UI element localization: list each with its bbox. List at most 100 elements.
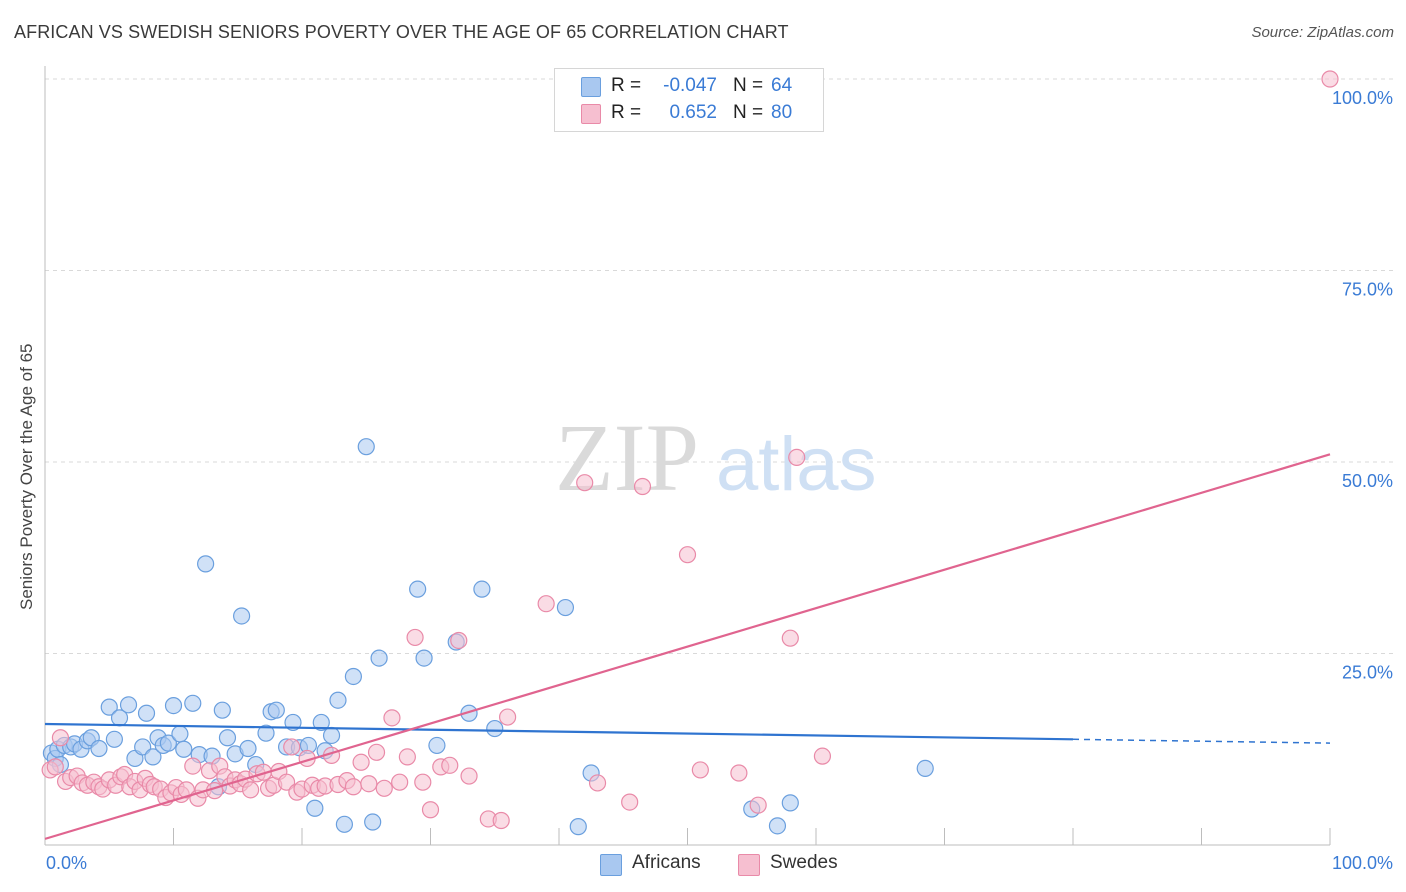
swede-point [588, 774, 607, 792]
watermark: ZIP atlas [555, 404, 877, 511]
africans-n-label: N = [733, 75, 764, 96]
swedes-swatch [581, 104, 601, 124]
swede-point [360, 775, 378, 793]
axis-layer [44, 66, 1331, 846]
african-point [322, 726, 341, 745]
grid-layer [45, 78, 1395, 654]
african-point [239, 739, 257, 758]
africans-n-value: 64 [771, 75, 793, 96]
swedes-trend-line [44, 453, 1331, 840]
swede-point [46, 758, 64, 776]
swede-point [383, 709, 401, 727]
african-point [90, 739, 108, 758]
chart-title: AFRICAN VS SWEDISH SENIORS POVERTY OVER … [14, 22, 789, 42]
africans-trend-line [44, 722, 1074, 741]
swede-point [283, 738, 301, 756]
tick-label-layer: 25.0% 50.0% 75.0% 100.0% 0.0% 100.0% [46, 88, 1393, 873]
swedes-legend-swatch [738, 854, 760, 876]
swedes-r-value: 0.652 [669, 102, 717, 123]
y-tick-label: 25.0% [1342, 663, 1393, 683]
africans-legend-label: Africans [632, 852, 701, 873]
swede-point [242, 781, 260, 799]
watermark-zip: ZIP [555, 404, 699, 511]
swede-point [499, 708, 517, 726]
african-point [267, 701, 285, 719]
african-point [171, 725, 189, 743]
swede-point [51, 729, 70, 747]
african-point [312, 713, 330, 732]
african-point [233, 607, 251, 625]
african-point [428, 736, 446, 755]
african-point [364, 813, 382, 831]
african-point [486, 719, 504, 738]
swede-point [398, 748, 416, 766]
swede-point [633, 477, 652, 496]
african-point [197, 555, 215, 573]
y-tick-label: 75.0% [1342, 280, 1393, 300]
african-point [284, 713, 302, 732]
y-tick-label: 100.0% [1332, 88, 1393, 108]
african-point [556, 598, 575, 617]
african-point [473, 580, 491, 598]
swede-point [277, 773, 296, 791]
y-tick-label: 50.0% [1342, 471, 1393, 491]
swede-point [184, 757, 202, 775]
african-point [370, 649, 388, 667]
swede-point [414, 773, 432, 791]
swede-point [537, 595, 555, 613]
african-point [257, 724, 275, 742]
swede-point [421, 801, 440, 819]
africans-r-value: -0.047 [663, 75, 717, 96]
african-point [218, 729, 237, 747]
swede-point [788, 448, 806, 467]
x-tick-label-min: 0.0% [46, 853, 87, 873]
african-point [144, 748, 162, 766]
african-point [306, 799, 324, 817]
african-point [357, 438, 375, 456]
swede-point [730, 764, 748, 782]
african-point [164, 696, 183, 715]
swedes-n-value: 80 [771, 102, 793, 123]
africans-r-label: R = [611, 75, 642, 96]
african-point [184, 694, 202, 712]
y-axis-title: Seniors Poverty Over the Age of 65 [17, 343, 36, 610]
african-point [781, 794, 799, 812]
african-point [916, 759, 934, 778]
points-layer [41, 70, 1339, 836]
swede-point [450, 631, 468, 650]
african-point [409, 580, 427, 598]
swedes-n-label: N = [733, 102, 764, 123]
swede-point [813, 747, 832, 765]
swede-point [576, 474, 594, 492]
swede-point [441, 756, 459, 774]
african-point [105, 730, 123, 748]
swede-point [621, 793, 639, 811]
swede-point [177, 781, 195, 799]
x-tick-label-max: 100.0% [1332, 853, 1393, 873]
swede-point [492, 811, 510, 830]
source-label: Source: ZipAtlas.com [1251, 24, 1394, 41]
stats-legend: R = -0.047 N = 64 R = 0.652 N = 80 [554, 68, 824, 132]
african-point [175, 740, 193, 758]
african-point [569, 818, 587, 836]
african-point [344, 667, 362, 686]
african-point [415, 649, 433, 667]
african-point [768, 817, 787, 835]
swede-point [352, 753, 370, 771]
african-point [159, 734, 177, 752]
swede-point [391, 773, 409, 791]
swedes-r-label: R = [611, 102, 642, 123]
africans-trend-extension [1072, 738, 1331, 744]
swede-point [367, 743, 386, 761]
swede-point [406, 628, 424, 647]
swede-point [678, 546, 697, 564]
african-point [213, 701, 231, 719]
african-point [100, 698, 118, 716]
swede-point [749, 796, 767, 814]
swede-point [781, 629, 799, 647]
african-point [335, 815, 354, 833]
swede-point [344, 778, 362, 796]
africans-legend-swatch [600, 854, 622, 876]
swede-point [375, 779, 393, 797]
